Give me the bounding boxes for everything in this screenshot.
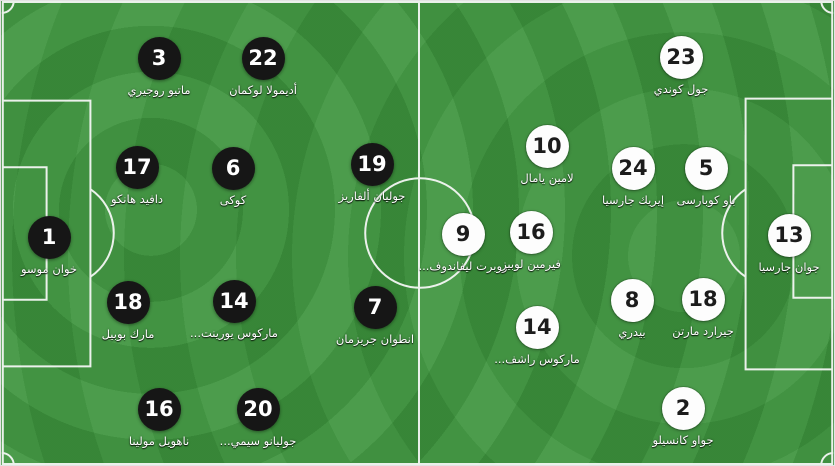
player-name: جوليان ألفاريز — [338, 189, 406, 203]
player-number[interactable]: 16 — [137, 388, 181, 431]
player-chip[interactable]: 16 فيرمين لوبيز — [456, 211, 606, 271]
player-chip[interactable]: 18 جيرارد مارتن — [628, 278, 778, 338]
player-name: مارك بوبيل — [101, 327, 155, 341]
player-name: خوان موسو — [20, 262, 78, 276]
player-chip[interactable]: 14 ماركوس راشف... — [462, 306, 612, 366]
player-chip[interactable]: 24 إيريك جارسيا — [558, 147, 708, 207]
player-number[interactable]: 7 — [353, 286, 397, 329]
player-name: ماتيو روجيري — [127, 83, 191, 97]
player-number[interactable]: 18 — [681, 278, 725, 321]
player-name: إيريك جارسيا — [601, 193, 665, 207]
player-name: جول كوندي — [653, 82, 709, 96]
penalty-arc-left — [89, 188, 115, 278]
player-chip[interactable]: 22 أديمولا لوكمان — [188, 37, 338, 97]
player-name: بيدري — [618, 325, 646, 339]
corner-arc-bottom-left — [1, 452, 15, 465]
player-chip[interactable]: 6 كوكى — [158, 147, 308, 207]
player-chip[interactable]: 14 ماركوس يورينت... — [159, 280, 309, 340]
player-name: ماركوس راشف... — [494, 352, 580, 366]
player-number[interactable]: 10 — [525, 125, 569, 168]
player-chip[interactable]: 1 خوان موسو — [1, 216, 124, 276]
player-chip[interactable]: 18 مارك بوبيل — [53, 281, 203, 341]
player-number[interactable]: 23 — [659, 36, 703, 79]
corner-arc-bottom-right — [820, 452, 834, 465]
player-number[interactable]: 8 — [610, 279, 654, 322]
corner-arc-top-right — [820, 1, 834, 14]
player-name: انطوان جريزمان — [335, 332, 415, 346]
player-name: جيرارد مارتن — [672, 324, 734, 338]
player-number[interactable]: 18 — [106, 281, 150, 324]
player-name: باو كوبارسى — [676, 193, 736, 207]
player-chip[interactable]: 17 دافيد هانكو — [62, 146, 212, 206]
player-number[interactable]: 13 — [767, 214, 811, 257]
player-number[interactable]: 9 — [441, 213, 485, 256]
player-chip[interactable]: 2 جواو كانسيلو — [608, 387, 758, 447]
player-chip[interactable]: 19 جوليان ألفاريز — [297, 143, 447, 203]
player-chip[interactable]: 8 بيدري — [557, 279, 707, 339]
penalty-area-left — [2, 99, 92, 368]
player-name: جواو كانسيلو — [652, 433, 714, 447]
player-chip[interactable]: 7 انطوان جريزمان — [300, 286, 450, 346]
player-name: ماركوس يورينت... — [190, 326, 278, 340]
player-name: روبرت ليفاندوف... — [418, 259, 508, 273]
penalty-arc-right — [721, 188, 747, 278]
player-chip[interactable]: 20 جوليانو سيمي... — [183, 388, 333, 448]
player-number[interactable]: 19 — [350, 143, 394, 186]
player-chip[interactable]: 9 روبرت ليفاندوف... — [388, 213, 538, 273]
player-name: دافيد هانكو — [110, 192, 164, 206]
player-number[interactable]: 3 — [137, 37, 181, 80]
player-name: كوكى — [219, 193, 247, 207]
player-name: جوليانو سيمي... — [219, 434, 297, 448]
player-number[interactable]: 14 — [515, 306, 559, 349]
player-number[interactable]: 16 — [509, 211, 553, 254]
player-chip[interactable]: 5 باو كوبارسى — [631, 147, 781, 207]
player-number[interactable]: 22 — [241, 37, 285, 80]
player-number[interactable]: 2 — [661, 387, 705, 430]
player-number[interactable]: 6 — [211, 147, 255, 190]
player-number[interactable]: 24 — [611, 147, 655, 190]
player-chip[interactable]: 13 جوان جارسيا — [714, 214, 834, 274]
player-name: فيرمين لوبيز — [501, 257, 561, 271]
player-name: جوان جارسيا — [758, 260, 820, 274]
player-number[interactable]: 5 — [684, 147, 728, 190]
player-name: لامين يامال — [520, 171, 574, 185]
player-number[interactable]: 1 — [27, 216, 71, 259]
player-name: أديمولا لوكمان — [229, 83, 297, 97]
player-number[interactable]: 17 — [115, 146, 159, 189]
player-chip[interactable]: 16 ناهويل مولينا — [84, 388, 234, 448]
player-name: ناهويل مولينا — [128, 434, 190, 448]
player-chip[interactable]: 23 جول كوندي — [606, 36, 756, 96]
penalty-area-right — [744, 97, 833, 371]
corner-arc-top-left — [1, 1, 15, 14]
player-chip[interactable]: 3 ماتيو روجيري — [84, 37, 234, 97]
player-chip[interactable]: 10 لامين يامال — [472, 125, 622, 185]
player-number[interactable]: 14 — [212, 280, 256, 323]
player-number[interactable]: 20 — [236, 388, 280, 431]
